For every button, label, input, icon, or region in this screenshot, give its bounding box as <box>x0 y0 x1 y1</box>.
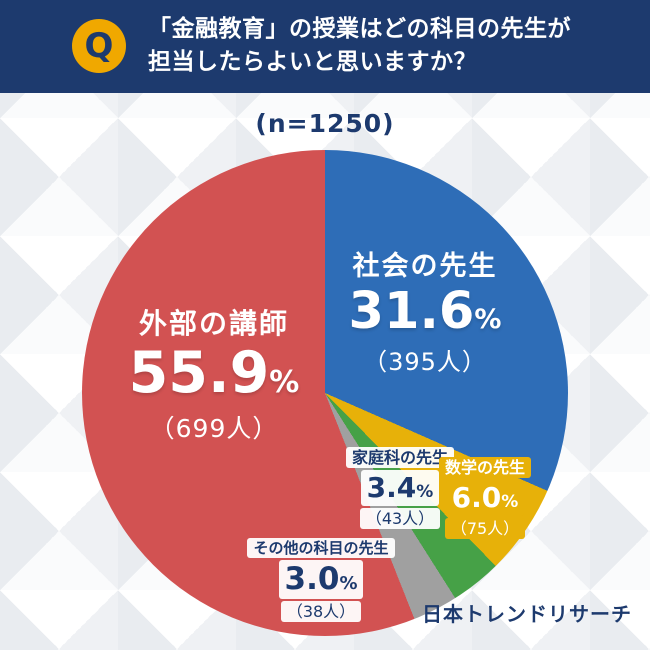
slice-name: 社会の先生 <box>352 251 498 282</box>
percent-value: 31.6 <box>348 282 475 341</box>
slice-percent: 31.6% <box>303 283 547 340</box>
slice-percent: 6.0% <box>419 480 551 516</box>
question-header: Q 「金融教育」の授業はどの科目の先生が 担当したらよいと思いますか？ <box>0 0 650 93</box>
brand-logo: 日本トレンドリサーチ <box>422 602 632 626</box>
question-title-line1: 「金融教育」の授業はどの科目の先生が <box>148 16 571 42</box>
slice-label-social-studies: 社会の先生 31.6% （395人） <box>303 244 547 377</box>
question-badge-icon: Q <box>72 19 126 73</box>
slice-count: （43人） <box>359 507 441 529</box>
question-title-line2: 担当したらよいと思いますか？ <box>148 49 477 75</box>
percent-value: 6.0 <box>451 481 502 515</box>
percent-value: 55.9 <box>128 340 270 406</box>
slice-name: その他の科目の先生 <box>247 538 395 558</box>
slice-label-other-subjects: その他の科目の先生 3.0% （38人） <box>229 536 413 624</box>
slice-count: （38人） <box>280 601 362 623</box>
percent-sign: % <box>474 304 502 335</box>
slice-percent: 55.9% <box>92 340 336 406</box>
slice-name: 外部の講師 <box>138 307 289 340</box>
slice-percent: 3.0% <box>229 560 413 600</box>
slice-label-external-lecturer: 外部の講師 55.9% （699人） <box>92 302 336 445</box>
percent-sign: % <box>501 492 519 513</box>
percent-sign: % <box>339 573 358 594</box>
percent-sign: % <box>269 365 300 400</box>
slice-count: （699人） <box>149 413 279 443</box>
sample-size: (n=1250) <box>255 109 395 138</box>
slice-name: 家庭科の先生 <box>345 447 454 469</box>
slice-count: （75人） <box>444 517 526 539</box>
percent-value: 3.4 <box>366 471 417 505</box>
question-title: 「金融教育」の授業はどの科目の先生が 担当したらよいと思いますか？ <box>148 13 571 79</box>
percent-value: 3.0 <box>284 561 340 597</box>
percent-sign: % <box>416 482 434 503</box>
slice-percent: 3.4% <box>328 470 472 506</box>
slice-name: 数学の先生 <box>438 457 531 479</box>
slice-count: （395人） <box>363 348 487 377</box>
slice-label-home-economics: 家庭科の先生 3.4% （43人） <box>328 445 472 531</box>
slice-label-math: 数学の先生 6.0% （75人） <box>419 455 551 541</box>
